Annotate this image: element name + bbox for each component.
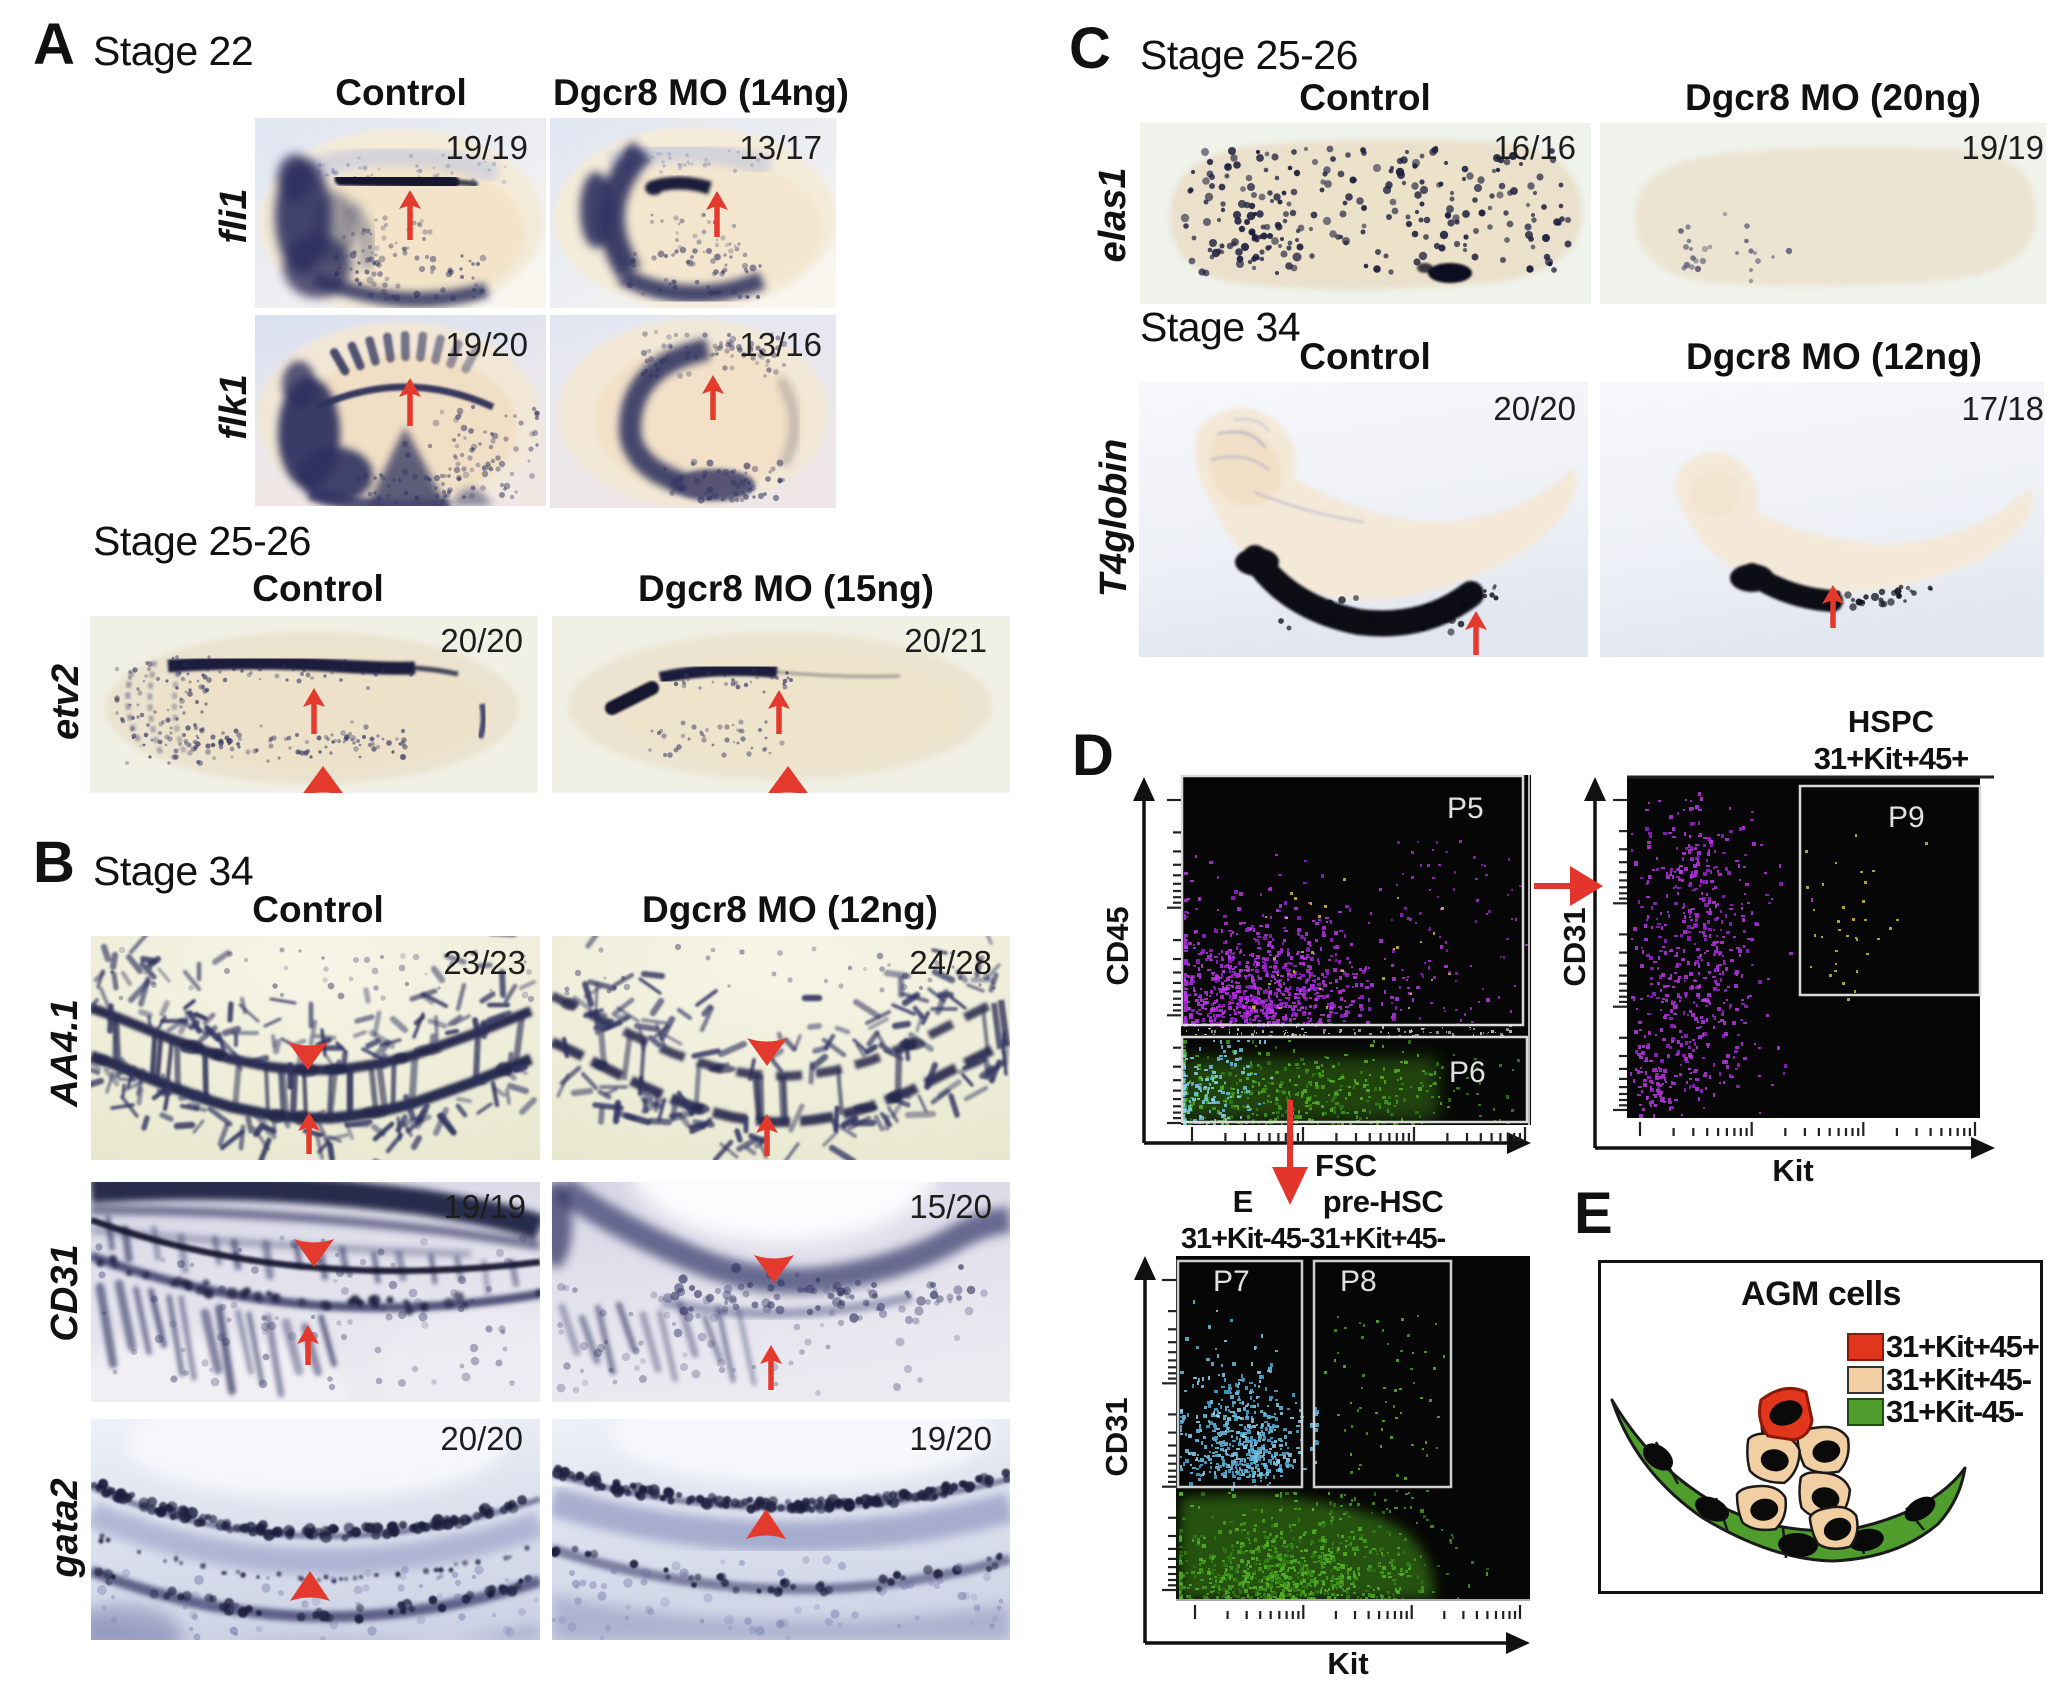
- svg-text:P9: P9: [1888, 801, 1925, 834]
- svg-text:P5: P5: [1447, 792, 1484, 825]
- svg-text:P6: P6: [1449, 1056, 1486, 1089]
